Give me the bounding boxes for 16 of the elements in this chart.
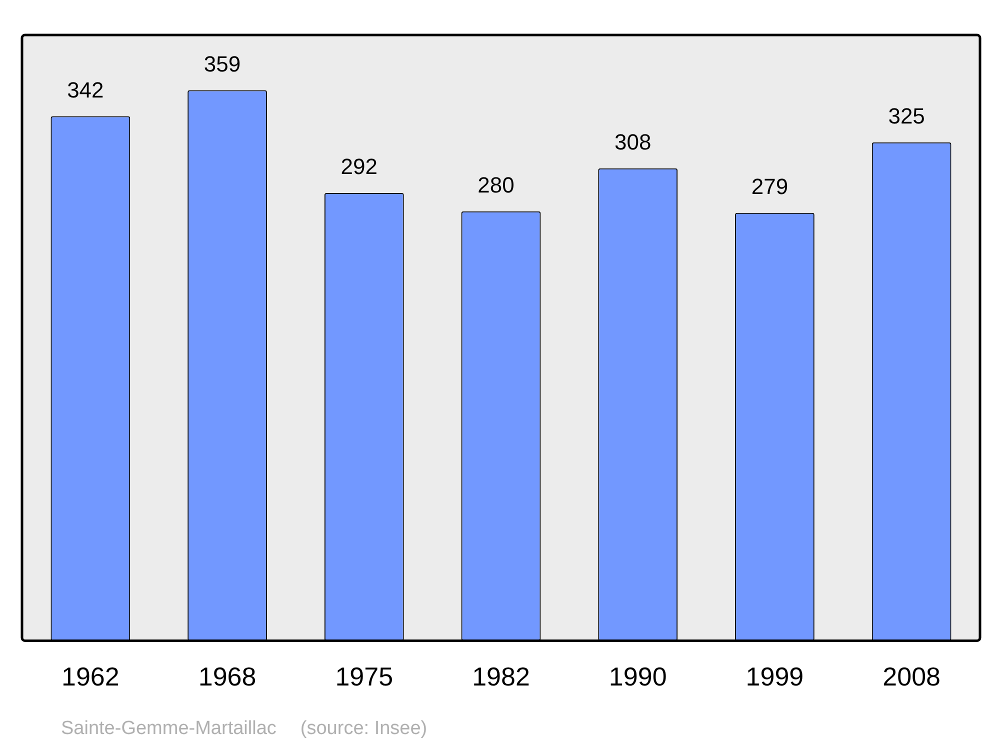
data-label: 359 [204, 51, 241, 76]
data-label: 292 [340, 154, 378, 180]
text: (source: Insee) [300, 718, 428, 739]
x-tick-label: 1962 [62, 662, 120, 692]
x-tick-label: 1968 [198, 662, 256, 692]
data-label: 280 [478, 172, 514, 198]
x-tick-label: 1975 [335, 662, 394, 692]
text: Sainte-Gemme-Martaillac [61, 718, 276, 739]
data-label: 308 [614, 129, 652, 154]
x-tick-label: 1999 [746, 662, 804, 692]
x-tick-label: 2008 [882, 662, 940, 692]
data-label: 342 [67, 77, 104, 102]
x-tick-label: 1990 [608, 662, 667, 692]
data-label: 325 [888, 103, 925, 128]
data-label: 279 [751, 174, 788, 199]
x-tick-label: 1982 [472, 662, 530, 692]
